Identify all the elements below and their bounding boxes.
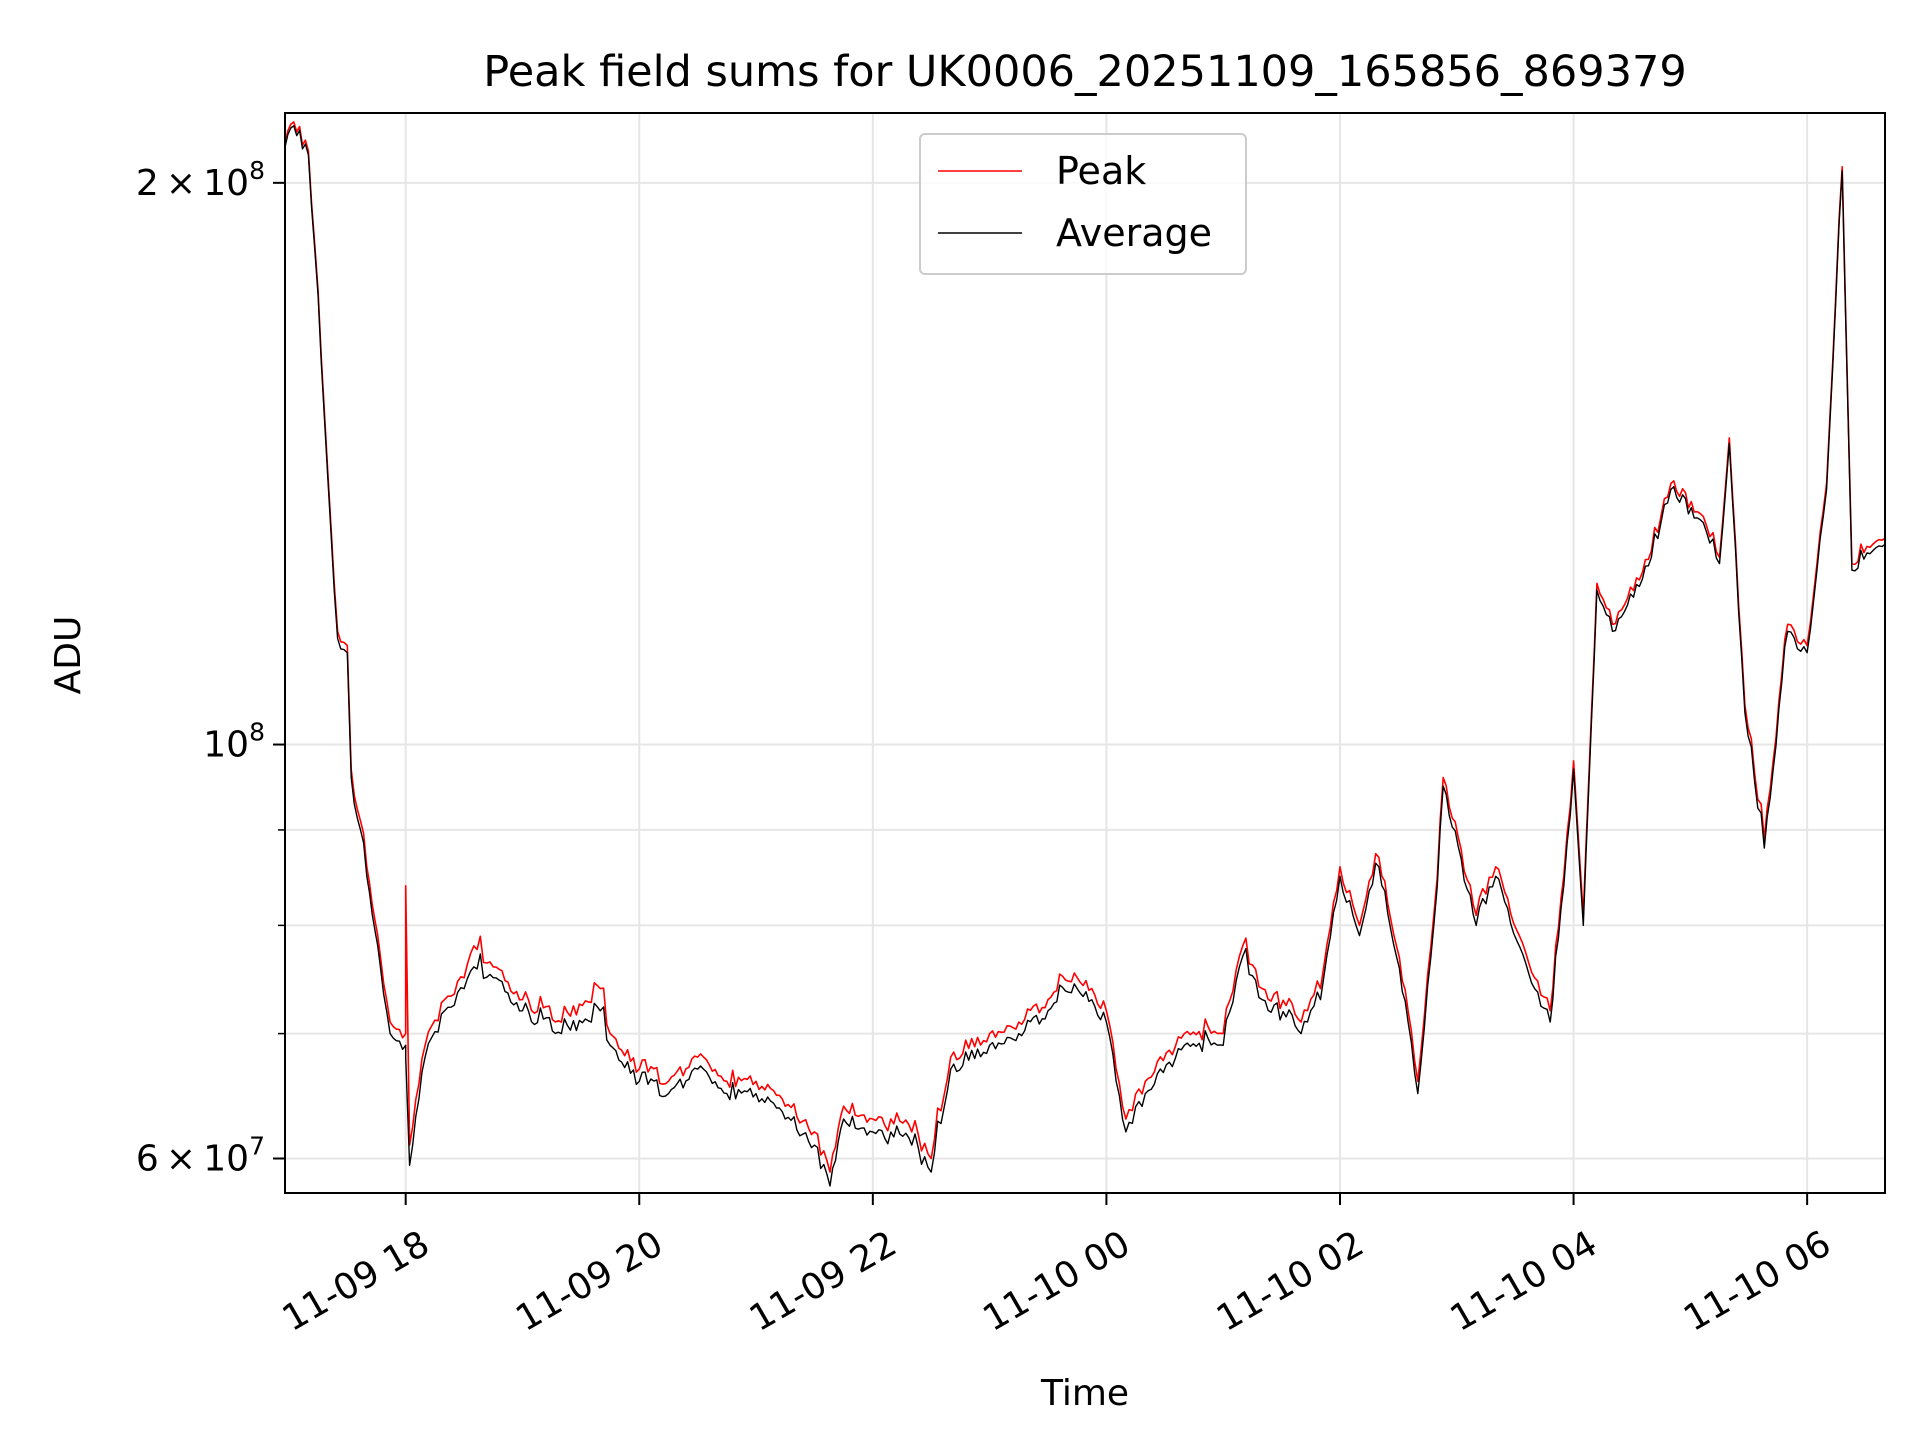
series-line-peak [284, 121, 1886, 1173]
y-tick-labels: 6 × 107 108 2 × 108 [136, 156, 265, 1180]
chart-title: Peak field sums for UK0006_20251109_1658… [483, 47, 1686, 97]
y-tick-label: 6 × 107 [136, 1132, 265, 1180]
y-tick-label: 108 [203, 718, 265, 766]
legend-label-average: Average [1056, 211, 1212, 255]
plot-frame [284, 112, 1886, 1194]
legend-label-peak: Peak [1056, 149, 1146, 193]
legend: Peak Average [919, 133, 1247, 275]
legend-box [919, 133, 1247, 275]
y-axis-title: ADU [48, 616, 89, 695]
series-lines [284, 121, 1886, 1187]
y-tick-label: 2 × 108 [136, 156, 265, 204]
series-line-average [284, 125, 1886, 1187]
grid [285, 113, 1885, 1193]
x-axis-title: Time [1040, 1373, 1129, 1414]
ticks [273, 181, 1809, 1205]
